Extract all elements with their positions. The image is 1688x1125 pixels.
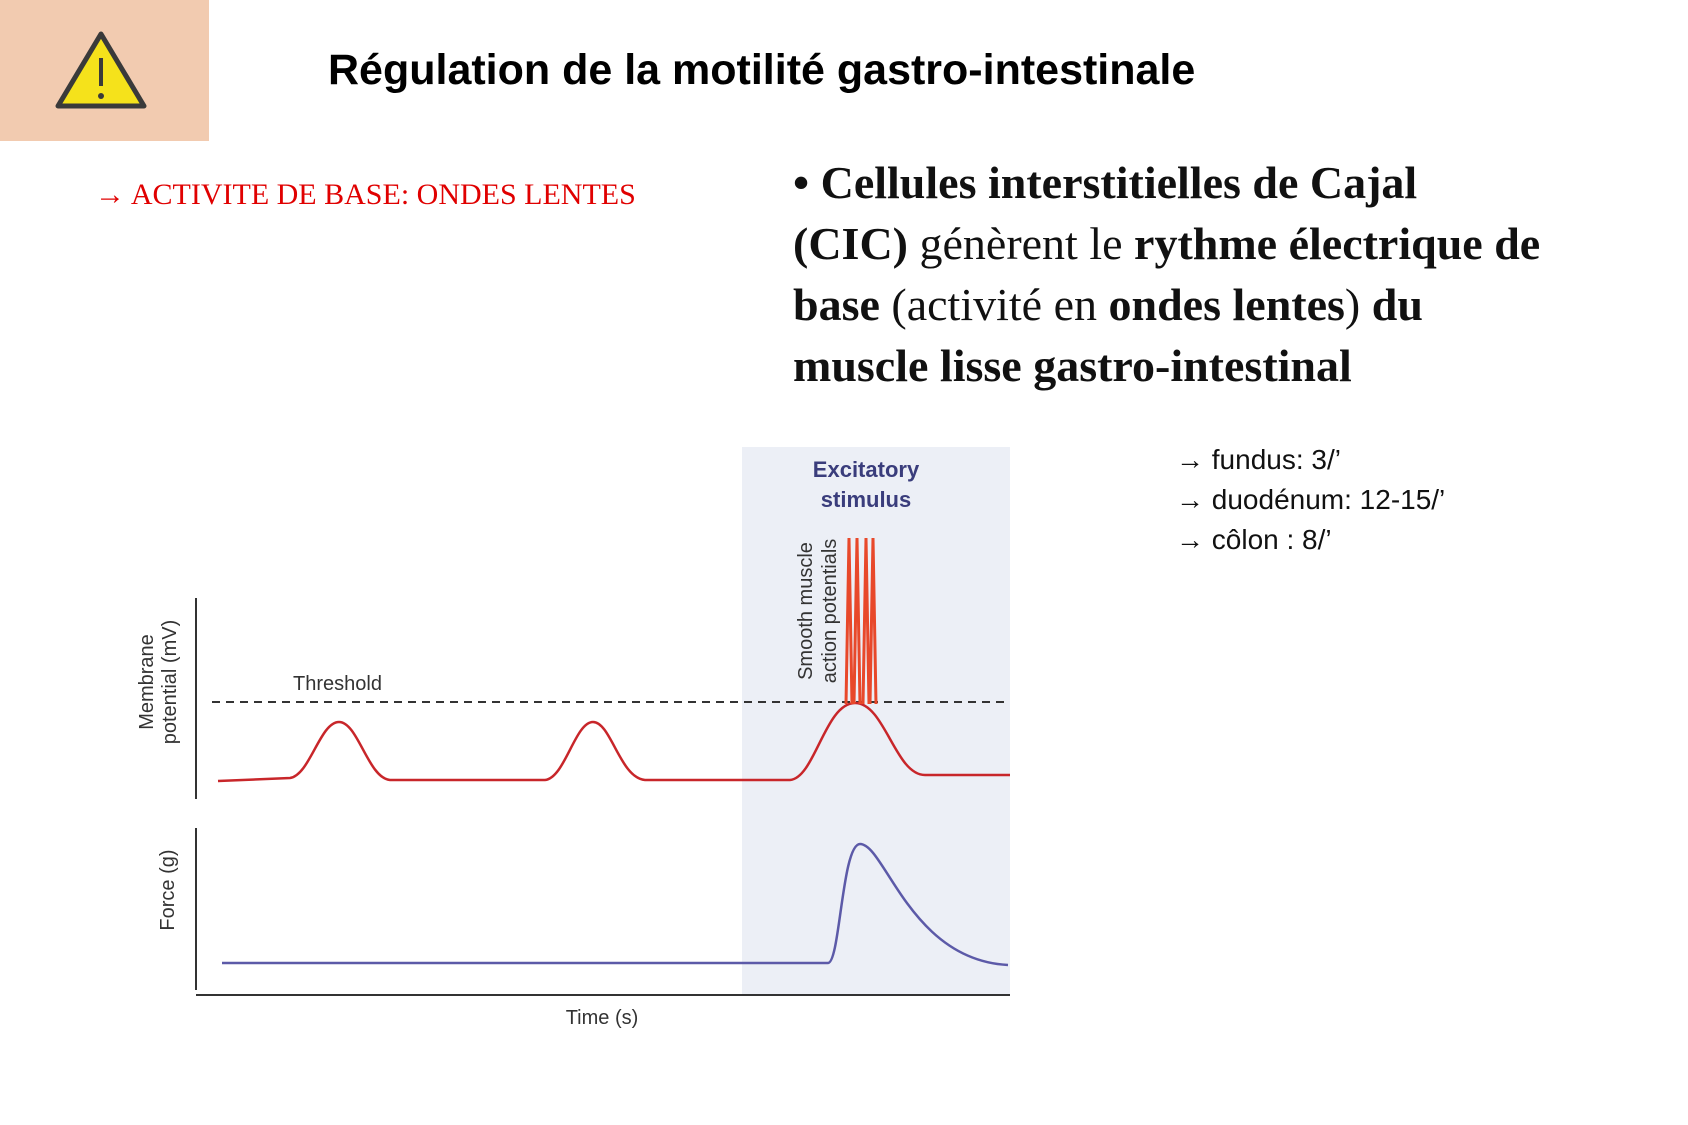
stimulus-label: stimulus bbox=[821, 487, 911, 512]
y-label-top: potential (mV) bbox=[159, 620, 181, 745]
spikes bbox=[844, 537, 878, 705]
title: Régulation de la motilité gastro-intesti… bbox=[328, 46, 1196, 94]
text-run: rythme électrique de bbox=[1134, 218, 1541, 269]
list-item: → duodénum: 12-15/’ bbox=[1176, 484, 1446, 515]
paragraph-line: (CIC) génèrent le rythme électrique de bbox=[793, 213, 1540, 274]
paragraph-line: muscle lisse gastro-intestinal bbox=[793, 335, 1540, 396]
force-curve bbox=[222, 842, 1009, 967]
text-run: base bbox=[793, 279, 880, 330]
text-run: ondes lentes bbox=[1108, 279, 1345, 330]
x-label: Time (s) bbox=[566, 1007, 639, 1029]
paragraph-line: base (activité en ondes lentes) du bbox=[793, 274, 1540, 335]
spikes-label: Smooth muscle bbox=[795, 542, 817, 680]
text-run: du bbox=[1360, 279, 1423, 330]
y-label-top: Membrane bbox=[136, 634, 158, 730]
text-run: muscle lisse gastro-intestinal bbox=[793, 340, 1352, 391]
stimulus-label: Excitatory bbox=[813, 457, 920, 482]
threshold-label: Threshold bbox=[293, 673, 382, 695]
paragraph: • Cellules interstitielles de Cajal (CIC)… bbox=[793, 152, 1540, 396]
y-label-bottom: Force (g) bbox=[157, 849, 179, 930]
text-run: (CIC) bbox=[793, 218, 908, 269]
text-run: génèrent le bbox=[907, 218, 1135, 269]
text-run: ) bbox=[1344, 279, 1361, 330]
warning-dot bbox=[98, 93, 104, 99]
text-run: (activité en bbox=[879, 279, 1109, 330]
note: → ACTIVITE DE BASE: ONDES LENTES bbox=[95, 178, 636, 211]
list-item: → fundus: 3/’ bbox=[1176, 444, 1341, 475]
list: → fundus: 3/’ → duodénum: 12-15/’ → côlon … bbox=[1176, 440, 1445, 560]
paragraph-line: • Cellules interstitielles de Cajal bbox=[793, 152, 1540, 213]
list-item: → côlon : 8/’ bbox=[1176, 524, 1332, 555]
text-run: • Cellules interstitielles de Cajal bbox=[793, 157, 1418, 208]
spikes-label: action potentials bbox=[819, 539, 841, 684]
stimulus-region bbox=[742, 447, 1010, 995]
